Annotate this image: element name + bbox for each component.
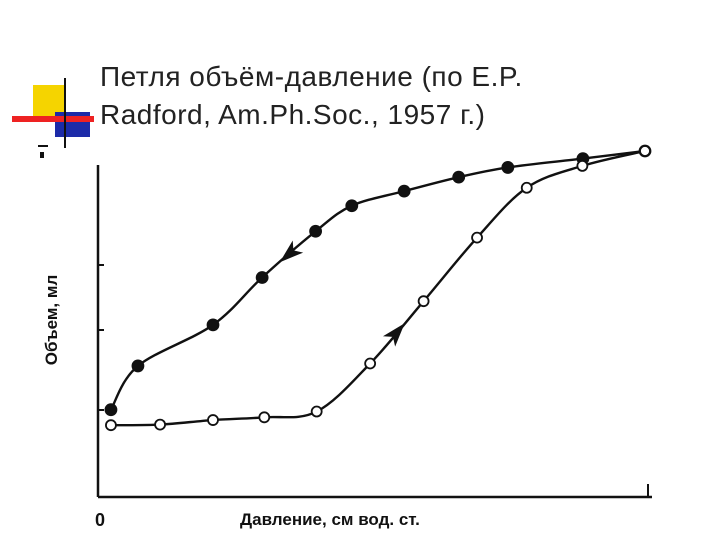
series-line-inflation	[110, 149, 646, 427]
decor-tick-mark	[38, 145, 48, 147]
title-line-2: Radford, Am.Ph.Soc., 1957 г.)	[100, 99, 486, 130]
page-title: Петля объём-давление (по E.P. Radford, A…	[100, 58, 700, 134]
x-axis-label: Давление, см вод. ст.	[240, 510, 420, 529]
filled-data-point	[104, 403, 118, 417]
open-data-point	[207, 414, 219, 426]
open-data-point	[310, 405, 323, 418]
filled-data-point	[397, 184, 411, 198]
filled-data-point	[452, 170, 466, 184]
decor-vertical-line	[64, 78, 66, 148]
filled-data-point	[501, 161, 515, 174]
open-data-point	[154, 418, 166, 431]
inflation-direction-arrow	[382, 323, 405, 347]
series-line-deflation	[109, 149, 646, 411]
filled-data-point	[131, 359, 145, 373]
open-data-point	[258, 411, 271, 424]
series-layer	[104, 144, 652, 432]
open-data-point	[520, 181, 533, 194]
open-data-point	[639, 145, 651, 157]
filled-data-point	[309, 224, 323, 238]
open-data-point	[417, 295, 430, 308]
deflation-direction-arrow	[279, 240, 304, 263]
open-data-point	[364, 357, 377, 370]
y-axis-label: Объем, мл	[42, 274, 61, 366]
open-data-point	[576, 159, 589, 172]
open-data-point	[105, 419, 117, 432]
decor-red-bar	[12, 116, 94, 122]
filled-data-point	[255, 271, 269, 284]
chart-axes	[96, 165, 652, 499]
filled-data-point	[206, 318, 220, 332]
title-line-1: Петля объём-давление (по E.P.	[100, 61, 523, 92]
filled-data-point	[345, 199, 359, 213]
open-data-point	[471, 231, 483, 244]
origin-label: 0	[95, 510, 106, 530]
decor-tick-mark-small	[40, 152, 44, 158]
